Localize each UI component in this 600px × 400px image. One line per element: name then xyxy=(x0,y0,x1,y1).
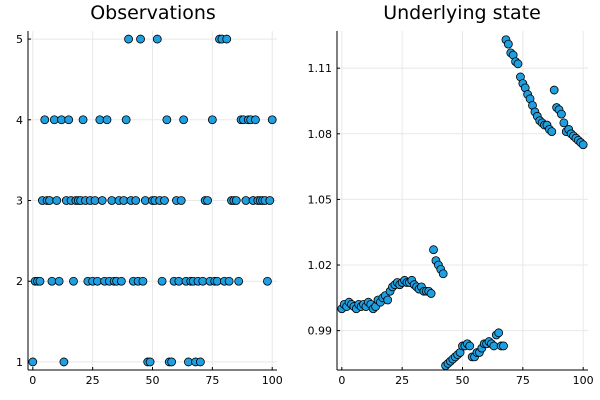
observations-data-point xyxy=(222,34,232,44)
observations-data-point xyxy=(267,115,277,125)
underlying-state-data-point xyxy=(547,127,557,137)
observations-x-tick-label: 25 xyxy=(86,374,100,387)
underlying-state-data-point xyxy=(438,269,448,279)
observations-data-point xyxy=(40,115,50,125)
underlying-state-panel: Underlying state 0 25 50 75 100 0.99 1.02 1.05 1… xyxy=(308,2,594,387)
observations-data-point xyxy=(102,115,112,125)
underlying-state-x-tick-label: 75 xyxy=(516,374,530,387)
observations-y-tick-label: 3 xyxy=(16,195,23,208)
observations-panel: Observations 0 25 50 75 100 1 2 3 4 5 xyxy=(16,2,283,387)
underlying-state-title: Underlying state xyxy=(383,2,541,24)
observations-data-point xyxy=(231,196,241,205)
observations-data-point xyxy=(167,357,177,367)
observations-x-tick-label: 0 xyxy=(29,374,36,387)
observations-data-point xyxy=(265,196,275,205)
underlying-state-data-point xyxy=(557,109,566,119)
observations-x-tick-label: 75 xyxy=(205,374,219,387)
observations-x-tick-label: 100 xyxy=(262,374,283,387)
underlying-state-y-tick-label: 1.05 xyxy=(308,193,333,206)
underlying-state-data-point xyxy=(429,245,438,255)
observations-data-point xyxy=(35,276,45,286)
observations-data-point xyxy=(131,196,141,205)
observations-data-point xyxy=(28,357,38,367)
observations-data-point xyxy=(59,357,69,367)
underlying-state-x-tick-label: 50 xyxy=(456,374,470,387)
underlying-state-data-point xyxy=(465,341,475,351)
observations-data-point xyxy=(116,276,126,286)
observations-data-point xyxy=(162,115,172,125)
observations-data-point xyxy=(179,115,189,125)
underlying-state-data-point xyxy=(426,289,436,298)
underlying-state-x-tick-label: 0 xyxy=(338,374,345,387)
underlying-state-data-point xyxy=(549,85,559,95)
observations-y-tick-label: 2 xyxy=(16,275,23,288)
underlying-state-data-point xyxy=(489,341,499,351)
underlying-state-x-tick-label: 25 xyxy=(395,374,409,387)
observations-data-point xyxy=(152,34,162,44)
underlying-state-data-point xyxy=(559,118,569,128)
underlying-state-data-point xyxy=(494,328,504,338)
observations-data-point xyxy=(78,115,88,125)
observations-data-point xyxy=(234,276,244,286)
observations-data-point xyxy=(224,276,234,286)
observations-data-point xyxy=(195,357,205,367)
observations-y-tick-label: 1 xyxy=(16,356,23,369)
underlying-state-x-tick-label: 100 xyxy=(573,374,594,387)
underlying-state-data-point xyxy=(499,341,508,351)
observations-data-point xyxy=(138,276,148,286)
observations-data-point xyxy=(203,196,212,205)
observations-data-point xyxy=(207,115,217,125)
underlying-state-y-tick-label: 1.02 xyxy=(308,259,333,272)
underlying-state-y-tick-label: 0.99 xyxy=(308,325,333,338)
observations-data-point xyxy=(251,115,260,125)
observations-data-point xyxy=(176,196,186,205)
underlying-state-data-point xyxy=(578,140,588,150)
underlying-state-y-tick-label: 1.11 xyxy=(308,62,333,75)
observations-data-point xyxy=(52,196,62,205)
observations-data-point xyxy=(124,34,133,44)
observations-data-point xyxy=(121,115,131,125)
observations-y-tick-label: 5 xyxy=(16,33,23,46)
observations-data-point xyxy=(97,196,107,205)
observations-data-point xyxy=(54,276,64,286)
underlying-state-data-point xyxy=(503,39,513,49)
underlying-state-data-point xyxy=(383,295,393,305)
observations-data-point xyxy=(64,115,74,125)
underlying-state-y-tick-label: 1.08 xyxy=(308,128,333,141)
observations-data-point xyxy=(136,34,145,44)
observations-y-tick-label: 4 xyxy=(16,114,23,127)
observations-x-tick-label: 50 xyxy=(146,374,160,387)
observations-data-point xyxy=(263,276,272,286)
underlying-state-data-point xyxy=(513,59,523,69)
observations-data-point xyxy=(157,276,167,286)
observations-title: Observations xyxy=(90,2,216,24)
observations-data-point xyxy=(160,196,169,205)
observations-data-point xyxy=(145,357,155,367)
observations-data-point xyxy=(69,276,78,286)
